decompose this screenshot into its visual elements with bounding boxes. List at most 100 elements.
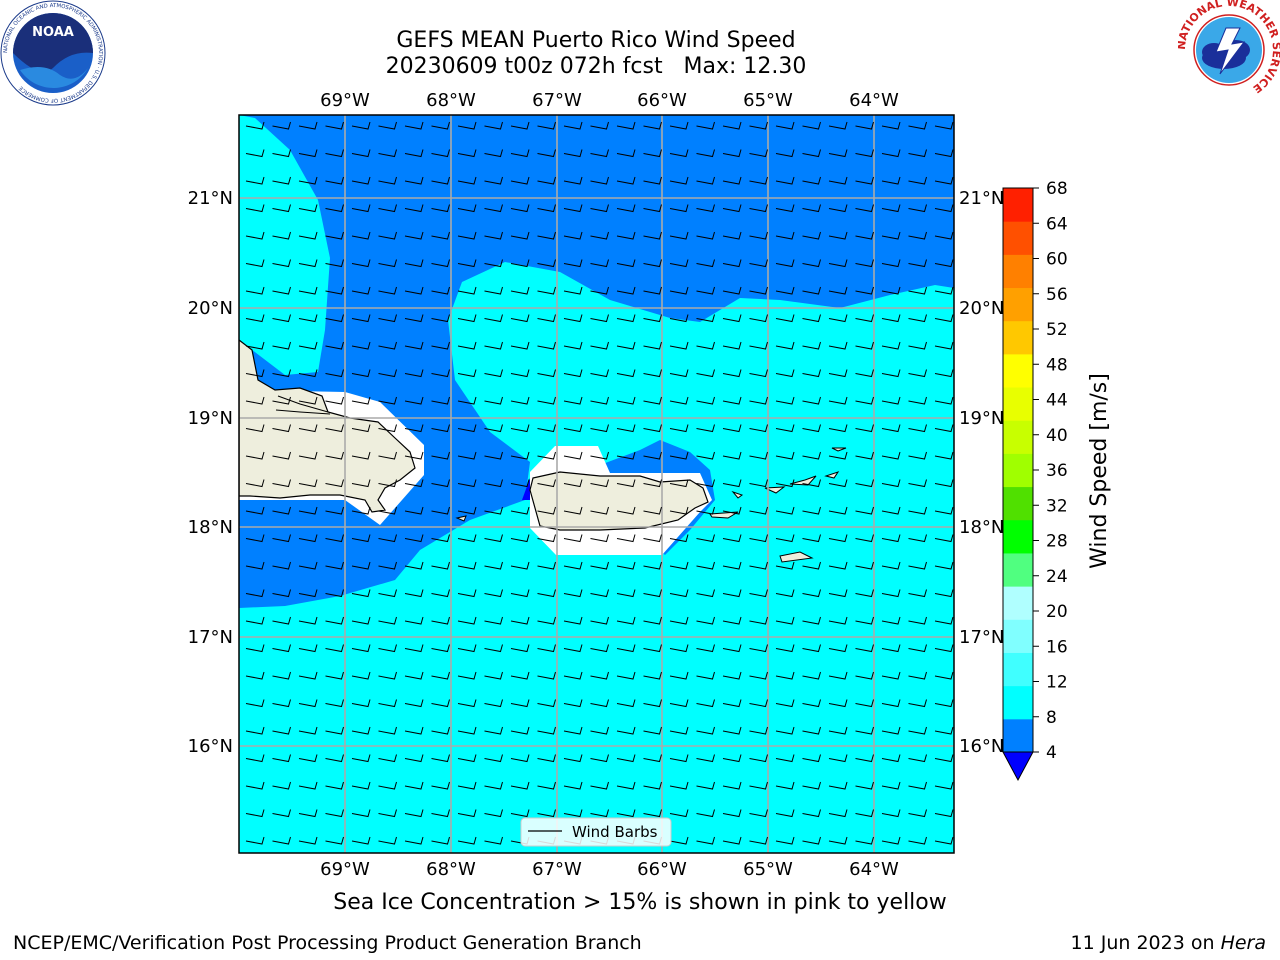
wind-barb <box>351 589 371 598</box>
wind-barb <box>272 726 291 735</box>
wind-barb <box>828 121 848 130</box>
wind-barb <box>828 561 848 570</box>
wind-barb <box>510 369 530 378</box>
wind-barb <box>457 534 477 543</box>
wind-barb <box>908 589 927 598</box>
wind-barb <box>484 726 503 735</box>
wind-barb <box>298 259 318 268</box>
wind-barb <box>484 121 503 130</box>
wind-barb <box>298 699 318 708</box>
wind-barb <box>590 121 609 130</box>
wind-barb <box>934 809 954 818</box>
wind-barb <box>669 396 689 405</box>
colorbar-tick-label: 20 <box>1046 602 1068 622</box>
wind-barb <box>325 644 344 653</box>
wind-barb <box>378 286 397 295</box>
wind-barb <box>510 726 530 735</box>
lon-label-bottom-2: 68°W <box>426 859 476 880</box>
wind-barb <box>351 176 371 185</box>
wind-barb <box>881 176 901 185</box>
colorbar-segment <box>1003 453 1033 488</box>
wind-barb <box>537 589 556 598</box>
wind-barb <box>431 149 450 158</box>
wind-barb <box>404 699 424 708</box>
wind-barb <box>934 314 954 323</box>
wind-barb <box>325 121 344 130</box>
wind-barb <box>457 286 477 295</box>
wind-barb <box>245 561 265 570</box>
wind-barb <box>828 479 848 488</box>
wind-barb <box>457 479 477 488</box>
wind-barb <box>775 121 795 130</box>
wind-barb <box>378 589 397 598</box>
wind-barb <box>351 314 371 323</box>
wind-barb <box>431 836 450 845</box>
colorbar-segment <box>1003 718 1033 753</box>
land-hispaniola <box>239 339 416 513</box>
wind-barb <box>722 561 742 570</box>
wind-barb <box>325 506 344 515</box>
wind-barb <box>802 149 821 158</box>
wind-barb <box>934 671 954 680</box>
wind-barb <box>722 231 742 240</box>
wind-barb <box>298 589 318 598</box>
wind-barb <box>775 561 795 570</box>
wind-barb <box>484 781 503 790</box>
wind-barb <box>749 259 768 268</box>
wind-barb <box>934 589 954 598</box>
wind-barb <box>484 561 503 570</box>
wind-barb <box>351 231 371 240</box>
wind-barb <box>298 121 318 130</box>
wind-barb <box>378 671 397 680</box>
colorbar-segment <box>1003 420 1033 454</box>
wind-barb <box>457 726 477 735</box>
wind-barb <box>298 369 318 378</box>
wind-barb <box>908 534 927 543</box>
wind-barb <box>802 809 821 818</box>
wind-barb <box>245 176 265 185</box>
wind-barb <box>325 781 344 790</box>
wind-barb <box>298 231 318 240</box>
wind-barb <box>749 121 768 130</box>
wind-barb <box>802 671 821 680</box>
map-legend: Wind Barbs <box>520 817 672 847</box>
wind-barb <box>722 616 742 625</box>
wind-barb <box>802 424 821 433</box>
wind-barb <box>669 231 689 240</box>
wind-barb <box>881 506 901 515</box>
wind-barb <box>563 754 583 763</box>
wind-barb <box>881 396 901 405</box>
wind-barb <box>881 451 901 460</box>
wind-barb <box>881 259 901 268</box>
wind-barb <box>775 534 795 543</box>
wind-barb <box>563 809 583 818</box>
wind-barb <box>643 616 662 625</box>
wind-barb <box>749 809 768 818</box>
lon-label-top-1: 69°W <box>320 90 370 111</box>
wind-barb <box>775 231 795 240</box>
wind-barb <box>563 231 583 240</box>
wind-barb <box>696 231 715 240</box>
wind-barb <box>828 149 848 158</box>
wind-barb <box>404 121 424 130</box>
wind-barb <box>431 726 450 735</box>
wind-barb <box>802 561 821 570</box>
wind-barb <box>457 369 477 378</box>
wind-barb <box>881 286 901 295</box>
lat-label-right-2: 20°N <box>959 298 1004 319</box>
wind-barb <box>775 396 795 405</box>
wind-barb <box>828 369 848 378</box>
wind-barb <box>378 561 397 570</box>
wind-barb <box>934 506 954 515</box>
wind-barb <box>431 286 450 295</box>
wind-barb <box>934 781 954 790</box>
wind-barb <box>325 809 344 818</box>
wind-barb <box>828 671 848 680</box>
wind-barb <box>643 396 662 405</box>
wind-barb <box>590 671 609 680</box>
grid-lines <box>239 115 954 853</box>
wind-barb <box>378 259 397 268</box>
noaa-logo-text: NOAA <box>32 25 74 40</box>
wind-barb <box>378 149 397 158</box>
wind-barb <box>298 479 318 488</box>
